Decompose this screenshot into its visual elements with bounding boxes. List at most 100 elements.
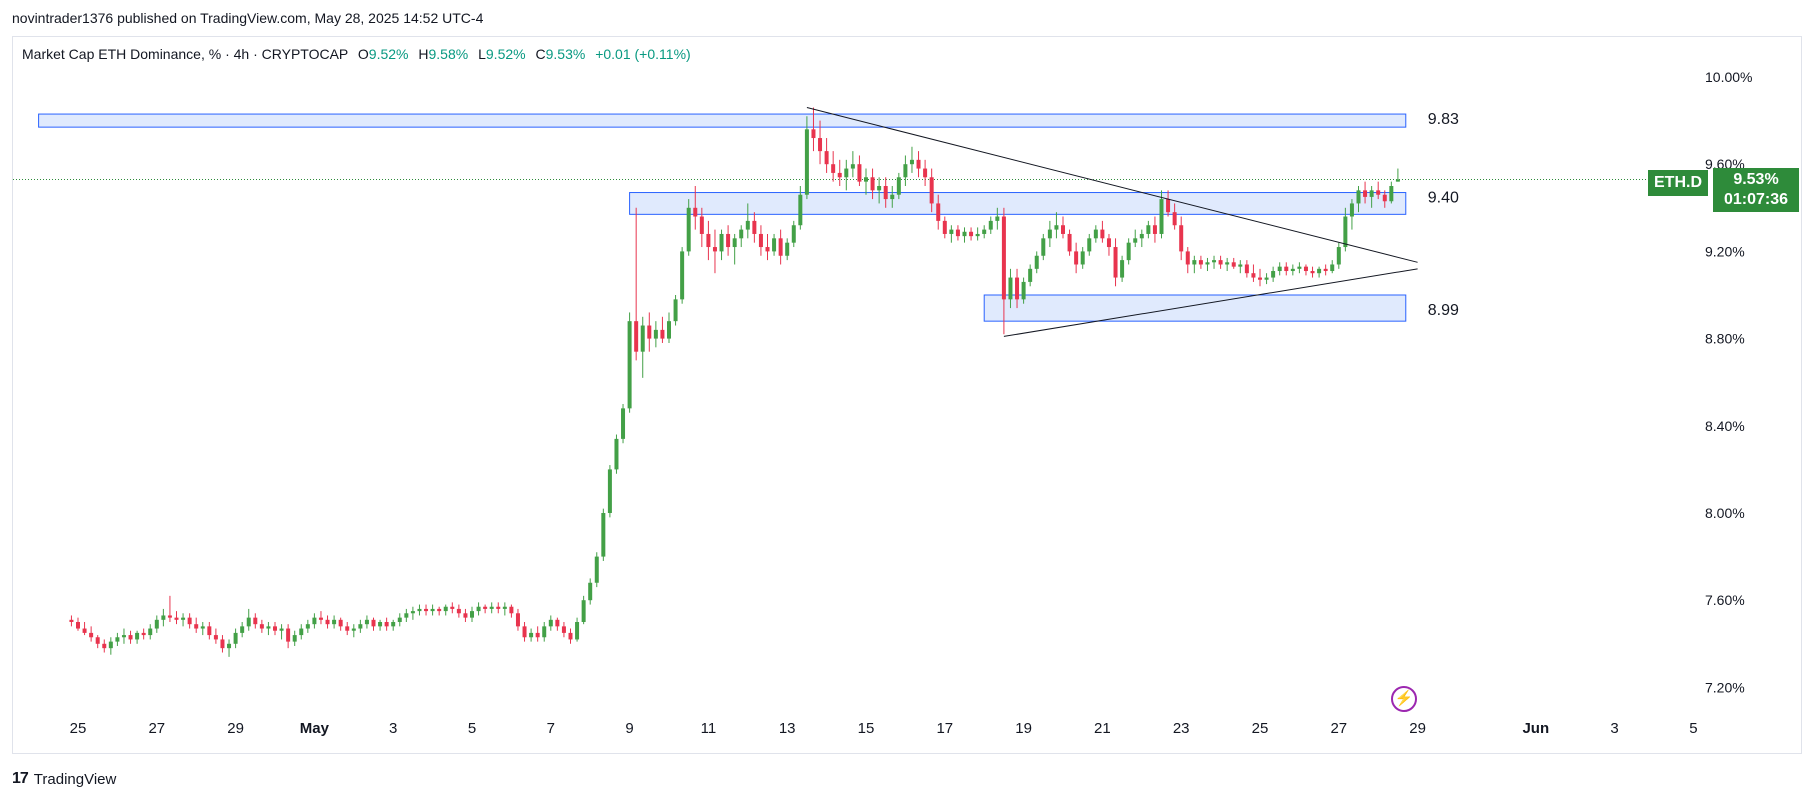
candle-body[interactable] bbox=[1297, 266, 1302, 269]
candle-body[interactable] bbox=[240, 626, 245, 633]
candle-body[interactable] bbox=[456, 608, 461, 614]
candle-body[interactable] bbox=[890, 194, 895, 200]
candle-body[interactable] bbox=[883, 186, 888, 200]
candle-body[interactable] bbox=[614, 438, 619, 470]
candle-body[interactable] bbox=[732, 238, 737, 248]
candle-body[interactable] bbox=[712, 247, 717, 252]
candle-body[interactable] bbox=[509, 606, 514, 614]
support-resistance-zone[interactable] bbox=[983, 294, 1407, 322]
candle-body[interactable] bbox=[588, 582, 593, 601]
candle-body[interactable] bbox=[351, 628, 356, 631]
candle-body[interactable] bbox=[108, 641, 113, 649]
candle-body[interactable] bbox=[279, 628, 284, 631]
candle-body[interactable] bbox=[1323, 268, 1328, 272]
candle-body[interactable] bbox=[1244, 264, 1249, 274]
candle-body[interactable] bbox=[923, 168, 928, 178]
trendline-descending[interactable] bbox=[806, 107, 1418, 263]
candle-body[interactable] bbox=[837, 172, 842, 178]
candle-body[interactable] bbox=[929, 177, 934, 204]
candle-body[interactable] bbox=[870, 177, 875, 191]
candle-body[interactable] bbox=[128, 635, 133, 640]
candle-body[interactable] bbox=[1290, 268, 1295, 272]
candle-body[interactable] bbox=[1376, 190, 1381, 195]
candle-body[interactable] bbox=[437, 608, 442, 612]
candle-body[interactable] bbox=[621, 408, 626, 439]
candle-body[interactable] bbox=[476, 606, 481, 612]
candle-body[interactable] bbox=[601, 513, 606, 557]
candle-body[interactable] bbox=[1303, 266, 1308, 272]
candle-body[interactable] bbox=[699, 216, 704, 234]
candle-body[interactable] bbox=[936, 203, 941, 221]
candle-body[interactable] bbox=[1159, 199, 1164, 234]
candle-body[interactable] bbox=[785, 242, 790, 256]
candle-body[interactable] bbox=[634, 321, 639, 352]
candle-body[interactable] bbox=[1120, 260, 1125, 278]
candle-body[interactable] bbox=[522, 626, 527, 638]
candle-body[interactable] bbox=[167, 615, 172, 618]
candle-body[interactable] bbox=[174, 617, 179, 620]
candle-body[interactable] bbox=[318, 617, 323, 620]
candle-body[interactable] bbox=[955, 229, 960, 237]
candle-body[interactable] bbox=[1238, 264, 1243, 267]
candle-body[interactable] bbox=[220, 639, 225, 649]
candle-body[interactable] bbox=[772, 238, 777, 252]
candle-body[interactable] bbox=[791, 225, 796, 243]
candle-body[interactable] bbox=[824, 151, 829, 165]
candle-body[interactable] bbox=[548, 619, 553, 627]
candle-body[interactable] bbox=[798, 194, 803, 226]
candle-body[interactable] bbox=[1166, 199, 1171, 213]
trendline-ascending[interactable] bbox=[1003, 268, 1418, 337]
candle-body[interactable] bbox=[1271, 271, 1276, 278]
candle-body[interactable] bbox=[489, 606, 494, 609]
candle-body[interactable] bbox=[213, 635, 218, 640]
candle-body[interactable] bbox=[89, 632, 94, 638]
candle-body[interactable] bbox=[568, 632, 573, 640]
candle-body[interactable] bbox=[1225, 262, 1230, 265]
candle-body[interactable] bbox=[818, 138, 823, 152]
candle-body[interactable] bbox=[1382, 194, 1387, 202]
candle-body[interactable] bbox=[555, 619, 560, 627]
candle-body[interactable] bbox=[371, 619, 376, 627]
candle-body[interactable] bbox=[253, 617, 258, 625]
candle-body[interactable] bbox=[857, 164, 862, 182]
candle-body[interactable] bbox=[292, 635, 297, 642]
candle-body[interactable] bbox=[1317, 268, 1322, 274]
candle-body[interactable] bbox=[154, 619, 159, 629]
candle-body[interactable] bbox=[969, 231, 974, 237]
candle-body[interactable] bbox=[312, 617, 317, 625]
candle-body[interactable] bbox=[200, 626, 205, 629]
candle-body[interactable] bbox=[364, 619, 369, 625]
candle-body[interactable] bbox=[561, 626, 566, 633]
candle-body[interactable] bbox=[581, 600, 586, 622]
candle-body[interactable] bbox=[594, 556, 599, 583]
candle-body[interactable] bbox=[345, 626, 350, 631]
candle-body[interactable] bbox=[686, 207, 691, 252]
candle-body[interactable] bbox=[660, 329, 665, 339]
candle-body[interactable] bbox=[1139, 233, 1144, 239]
candle-body[interactable] bbox=[470, 611, 474, 618]
candle-body[interactable] bbox=[148, 628, 153, 636]
candle-body[interactable] bbox=[1146, 225, 1151, 234]
candle-body[interactable] bbox=[1021, 281, 1026, 300]
candle-body[interactable] bbox=[299, 628, 304, 636]
candle-body[interactable] bbox=[1192, 260, 1197, 265]
candle-body[interactable] bbox=[831, 164, 836, 173]
candle-body[interactable] bbox=[864, 177, 868, 182]
candle-body[interactable] bbox=[397, 617, 402, 622]
candle-body[interactable] bbox=[332, 619, 337, 625]
candle-body[interactable] bbox=[391, 622, 396, 627]
candle-body[interactable] bbox=[982, 229, 987, 234]
candle-body[interactable] bbox=[745, 220, 750, 230]
candle-body[interactable] bbox=[305, 624, 310, 629]
candle-body[interactable] bbox=[726, 233, 731, 248]
candle-body[interactable] bbox=[1028, 268, 1033, 282]
candle-body[interactable] bbox=[161, 615, 166, 620]
candle-body[interactable] bbox=[680, 251, 685, 300]
candle-body[interactable] bbox=[102, 643, 107, 649]
candle-body[interactable] bbox=[752, 220, 757, 234]
candle-body[interactable] bbox=[1343, 216, 1348, 248]
candle-body[interactable] bbox=[739, 229, 744, 239]
support-resistance-zone[interactable] bbox=[38, 113, 1407, 128]
candle-body[interactable] bbox=[1349, 203, 1354, 217]
